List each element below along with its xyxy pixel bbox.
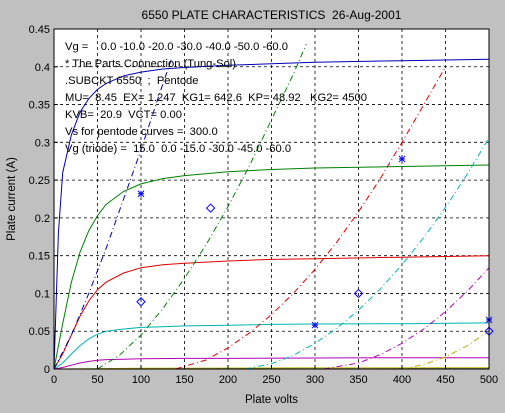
triode-curve: [401, 330, 490, 370]
x-tick-label: 150: [175, 374, 193, 386]
markers-group: [136, 155, 494, 336]
x-tick-label: 250: [262, 374, 280, 386]
x-tick-label: 350: [349, 374, 367, 386]
annotation-line: Vg (triode) = 15.0 0.0 -15.0 -30.0 -45.0…: [65, 143, 291, 155]
y-tick-label: 0.3: [35, 137, 50, 149]
y-tick-label: 0.15: [29, 251, 50, 263]
annotations: Vg = 0.0 -10.0 -20.0 -30.0 -40.0 -50.0 -…: [65, 41, 367, 155]
pentode-curve: [53, 357, 489, 370]
pentode-curve: [53, 322, 490, 370]
triode-curve: [175, 66, 446, 370]
y-tick-label: 0.45: [29, 24, 50, 36]
star-marker: [398, 155, 406, 163]
diamond-marker: [205, 203, 216, 213]
annotation-line: KVB= 20.9 VCT= 0.00: [65, 109, 182, 121]
triode-curve: [323, 267, 490, 370]
pentode-curve: [53, 58, 490, 370]
diamond-marker: [353, 288, 364, 299]
y-tick-label: 0.4: [35, 62, 50, 74]
y-tick-label: 0.25: [29, 175, 50, 187]
axes: 0 50 100 150 200 250 300 350 400 450 500 0 0.05 0.1 0.…: [29, 24, 499, 386]
annotation-line: * The Parts Connection (Tung-Sol): [65, 58, 236, 70]
x-tick-label: 200: [219, 374, 237, 386]
y-tick-label: 0.2: [35, 213, 50, 225]
x-tick-label: 400: [393, 374, 411, 386]
y-tick-label: 0.05: [29, 326, 50, 338]
x-tick-label: 0: [51, 374, 57, 386]
x-tick-label: 50: [91, 374, 103, 386]
annotation-line: Vs for pentode curves = 300.0: [65, 126, 218, 138]
x-axis-label: Plate volts: [245, 394, 298, 406]
chart-title: 6550 PLATE CHARACTERISTICS 26-Aug-2001: [142, 8, 402, 22]
y-axis-label: Plate current (A): [6, 157, 18, 241]
x-tick-label: 450: [436, 374, 454, 386]
grid: [54, 29, 489, 369]
annotation-line: .SUBCKT 6550 ; Pentode: [65, 75, 199, 87]
triode-curve: [53, 59, 172, 370]
x-tick-label: 100: [132, 374, 150, 386]
y-tick-label: 0.35: [29, 100, 50, 112]
y-tick-label: 0: [44, 364, 50, 376]
diamond-marker: [136, 297, 146, 307]
star-marker: [137, 190, 145, 198]
x-tick-label: 300: [306, 374, 324, 386]
star-marker: [311, 321, 319, 329]
pentode-curve: [53, 164, 490, 370]
x-tick-label: 500: [480, 374, 498, 386]
annotation-line: MU= 8.45 EX= 1.247 KG1= 642.6 KP= 48.92 …: [65, 92, 367, 104]
triode-curve: [245, 137, 490, 370]
annotation-line: Vg = 0.0 -10.0 -20.0 -30.0 -40.0 -50.0 -…: [65, 41, 288, 53]
y-tick-label: 0.1: [35, 288, 50, 300]
